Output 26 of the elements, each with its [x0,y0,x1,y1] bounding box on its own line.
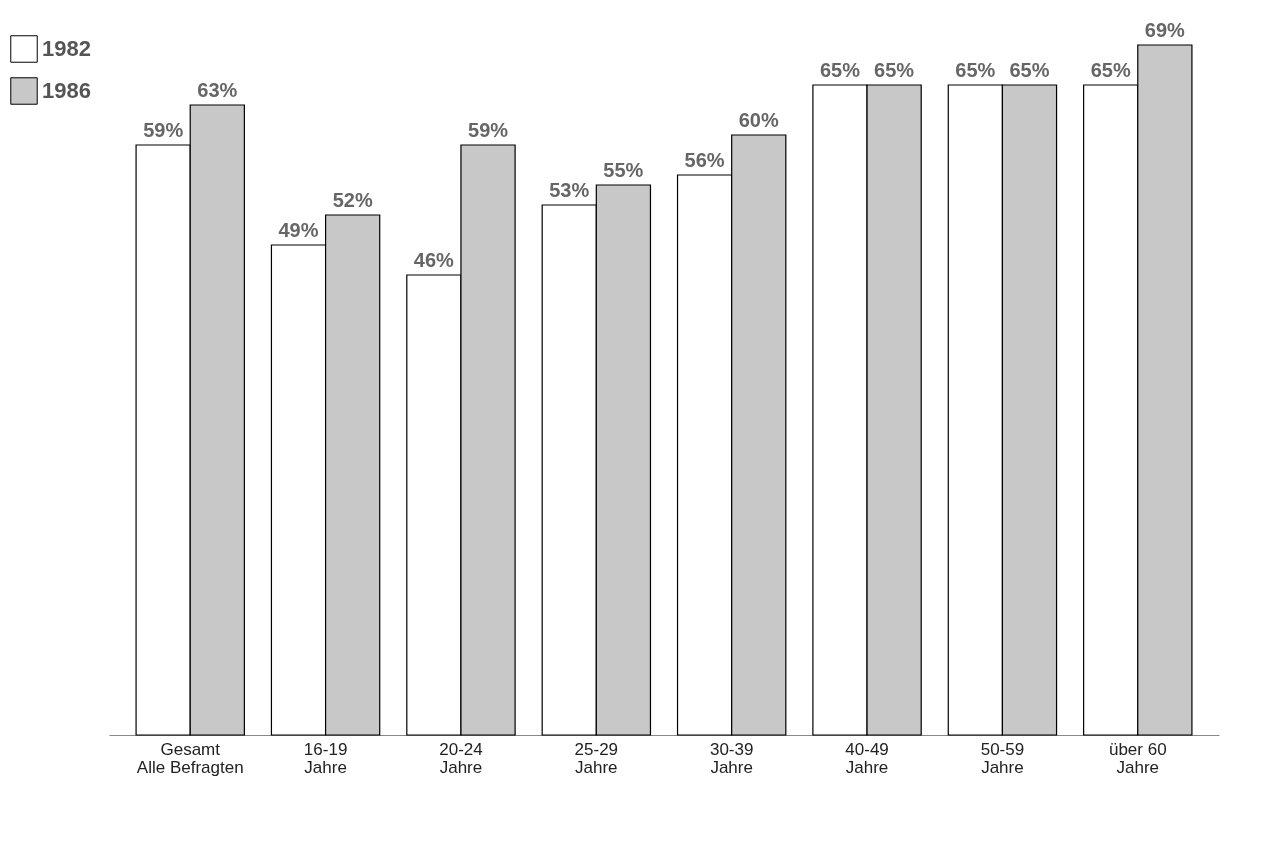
x-tick-label: über 60 Jahre [1108,739,1167,777]
data-label: 60% [738,109,779,131]
x-tick-label: 50-59 Jahre [980,739,1025,777]
data-label: 52% [332,189,373,211]
x-tick-label: 40-49 Jahre [845,739,889,777]
data-label: 56% [684,149,725,171]
data-label: 65% [1090,59,1131,81]
data-label: 49% [278,219,319,241]
x-tick-label: 30-39 Jahre [709,739,754,777]
data-label: 65% [874,59,915,81]
data-label: 55% [603,159,644,181]
x-tick-label: 20-24 Jahre [439,739,483,777]
data-label: 69% [1144,19,1186,41]
data-label: 59% [468,119,509,141]
data-label: 46% [413,249,455,271]
legend-label: 1986 [42,78,91,103]
data-label: 63% [197,79,238,101]
x-tick-label: 25-29 Jahre [574,739,619,777]
data-label: 65% [819,59,861,81]
x-tick-label: Gesamt Alle Befragten [136,739,244,777]
data-label: 59% [143,119,184,141]
data-label: 65% [1009,59,1050,81]
x-tick-label: 16-19 Jahre [303,739,348,777]
data-label: 65% [955,59,996,81]
legend-label: 1982 [42,36,91,61]
data-label: 53% [549,179,590,201]
